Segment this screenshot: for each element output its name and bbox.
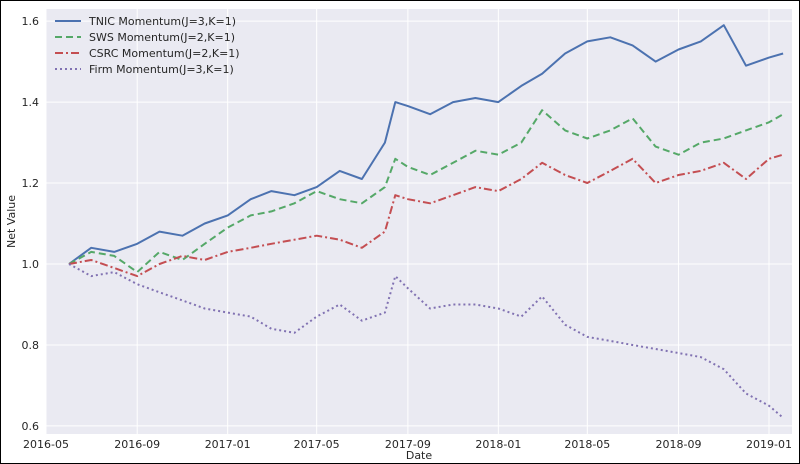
gridlines — [45, 9, 792, 434]
plot-area — [46, 9, 792, 434]
x-tick-label: 2016-05 — [23, 438, 69, 451]
y-tick-label: 1.4 — [22, 96, 40, 109]
legend: TNIC Momentum(J=3,K=1) SWS Momentum(J=2,K… — [55, 15, 240, 76]
series-lines — [68, 24, 784, 419]
series-line-4 — [68, 263, 784, 419]
x-tick-label: 2018-09 — [656, 438, 702, 451]
x-tick-labels: 2016-05 2016-09 2017-01 2017-05 2017-09 2018-… — [23, 438, 792, 451]
y-tick-label: 1.6 — [22, 15, 40, 28]
series-line-3 — [68, 153, 784, 278]
x-tick-label: 2017-01 — [205, 438, 251, 451]
x-tick-label: 2017-09 — [385, 438, 431, 451]
x-tick-label: 2018-05 — [564, 438, 610, 451]
x-tick-label: 2018-01 — [475, 438, 521, 451]
y-tick-label: 0.6 — [22, 420, 40, 433]
legend-entry-label: TNIC Momentum(J=3,K=1) — [88, 15, 236, 28]
y-tick-label: 0.8 — [22, 339, 40, 352]
x-tick-label: 2016-09 — [114, 438, 160, 451]
x-axis-label: Date — [406, 449, 433, 462]
y-axis-label: Net Value — [5, 195, 18, 248]
series-line-2 — [68, 109, 784, 274]
x-tick-label: 2019-01 — [746, 438, 792, 451]
series-line-1 — [68, 24, 784, 265]
legend-entry-label: SWS Momentum(J=2,K=1) — [89, 31, 235, 44]
legend-entry-label: CSRC Momentum(J=2,K=1) — [89, 47, 240, 60]
y-tick-label: 1.2 — [22, 177, 40, 190]
x-tick-label: 2017-05 — [294, 438, 340, 451]
y-tick-labels: 0.6 0.8 1.0 1.2 1.4 1.6 — [22, 15, 40, 433]
y-tick-label: 1.0 — [22, 258, 40, 271]
legend-entry-label: Firm Momentum(J=3,K=1) — [89, 63, 234, 76]
